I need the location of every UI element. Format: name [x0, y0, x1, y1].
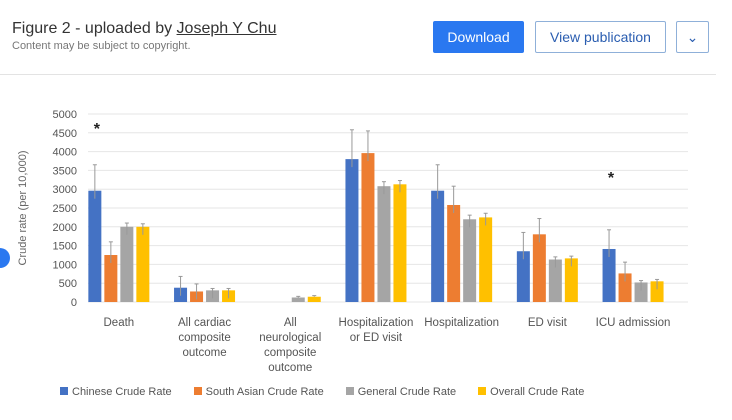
x-tick-label: Hospitalization: [339, 317, 414, 329]
y-tick-label: 5000: [53, 109, 77, 121]
bar: [602, 248, 616, 302]
bar: [345, 159, 359, 302]
bar: [618, 273, 632, 302]
bar: [361, 153, 375, 302]
x-tick-label: Death: [104, 317, 135, 329]
x-tick-label: All cardiac: [178, 317, 231, 329]
x-tick-label: outcome: [182, 347, 226, 359]
x-tick-label: Hospitalization: [424, 317, 499, 329]
bar: [377, 186, 391, 302]
bar: [516, 251, 530, 302]
bar: [393, 184, 407, 302]
bar: [104, 255, 118, 302]
legend-swatch: [193, 387, 202, 395]
bar: [548, 259, 562, 302]
bar-chart: 0 500 1000 1500 2000 2500 3000 3500 4000 4500 5000…: [17, 109, 688, 374]
more-options-button[interactable]: ⌄: [676, 21, 709, 53]
legend-label: Chinese Crude Rate: [72, 386, 172, 398]
legend-label: General Crude Rate: [357, 386, 457, 398]
bar: [532, 234, 546, 302]
y-tick-label: 1500: [53, 241, 77, 253]
y-tick-label: 1000: [53, 259, 77, 271]
y-tick-label: 4000: [53, 147, 77, 159]
y-axis-label: Crude rate (per 10,000): [17, 151, 29, 266]
bar: [564, 258, 578, 302]
bar: [431, 190, 445, 302]
y-tick-label: 3000: [53, 184, 77, 196]
y-tick-label: 4500: [53, 128, 77, 140]
x-tick-label: All: [284, 317, 297, 329]
chart-legend: Chinese Crude Rate South Asian Crude Rate…: [60, 386, 584, 398]
bar: [120, 226, 134, 302]
y-tick-label: 0: [71, 297, 77, 309]
y-tick-label: 2500: [53, 203, 77, 215]
x-tick-label: ICU admission: [596, 317, 671, 329]
significance-marker: *: [608, 170, 615, 187]
bar: [650, 281, 664, 302]
legend-item: Chinese Crude Rate: [60, 386, 172, 398]
legend-swatch: [60, 387, 68, 395]
y-tick-label: 3500: [53, 165, 77, 177]
significance-marker: *: [94, 121, 101, 138]
nav-dot-button[interactable]: [0, 248, 10, 268]
download-button[interactable]: Download: [433, 21, 524, 53]
x-tick-label: neurological: [259, 332, 321, 344]
view-publication-button[interactable]: View publication: [535, 21, 666, 53]
legend-label: Overall Crude Rate: [490, 386, 585, 398]
figure-title: Figure 2 - uploaded by Joseph Y Chu: [12, 20, 276, 38]
bar: [479, 217, 493, 302]
bar: [291, 297, 305, 302]
x-tick-label: composite: [264, 347, 316, 359]
title-prefix: Figure 2 - uploaded by: [12, 20, 177, 37]
legend-item: General Crude Rate: [345, 386, 457, 398]
legend-item: South Asian Crude Rate: [193, 386, 324, 398]
x-tick-label: or ED visit: [350, 332, 403, 344]
bar: [307, 296, 321, 302]
legend-swatch: [478, 387, 487, 395]
bar: [447, 204, 461, 302]
x-tick-label: ED visit: [528, 317, 568, 329]
y-tick-label: 500: [59, 278, 77, 290]
chevron-down-icon: ⌄: [686, 28, 699, 45]
legend-swatch: [345, 387, 354, 395]
x-tick-label: composite: [178, 332, 230, 344]
bar: [88, 190, 102, 302]
x-tick-label: outcome: [268, 362, 312, 374]
author-link[interactable]: Joseph Y Chu: [176, 20, 277, 37]
legend-item: Overall Crude Rate: [478, 386, 584, 398]
copyright-note: Content may be subject to copyright.: [12, 40, 191, 52]
divider: [0, 74, 716, 75]
bar: [136, 226, 150, 302]
bar: [634, 282, 648, 302]
legend-label: South Asian Crude Rate: [205, 386, 324, 398]
bar: [463, 219, 477, 302]
y-tick-label: 2000: [53, 222, 77, 234]
